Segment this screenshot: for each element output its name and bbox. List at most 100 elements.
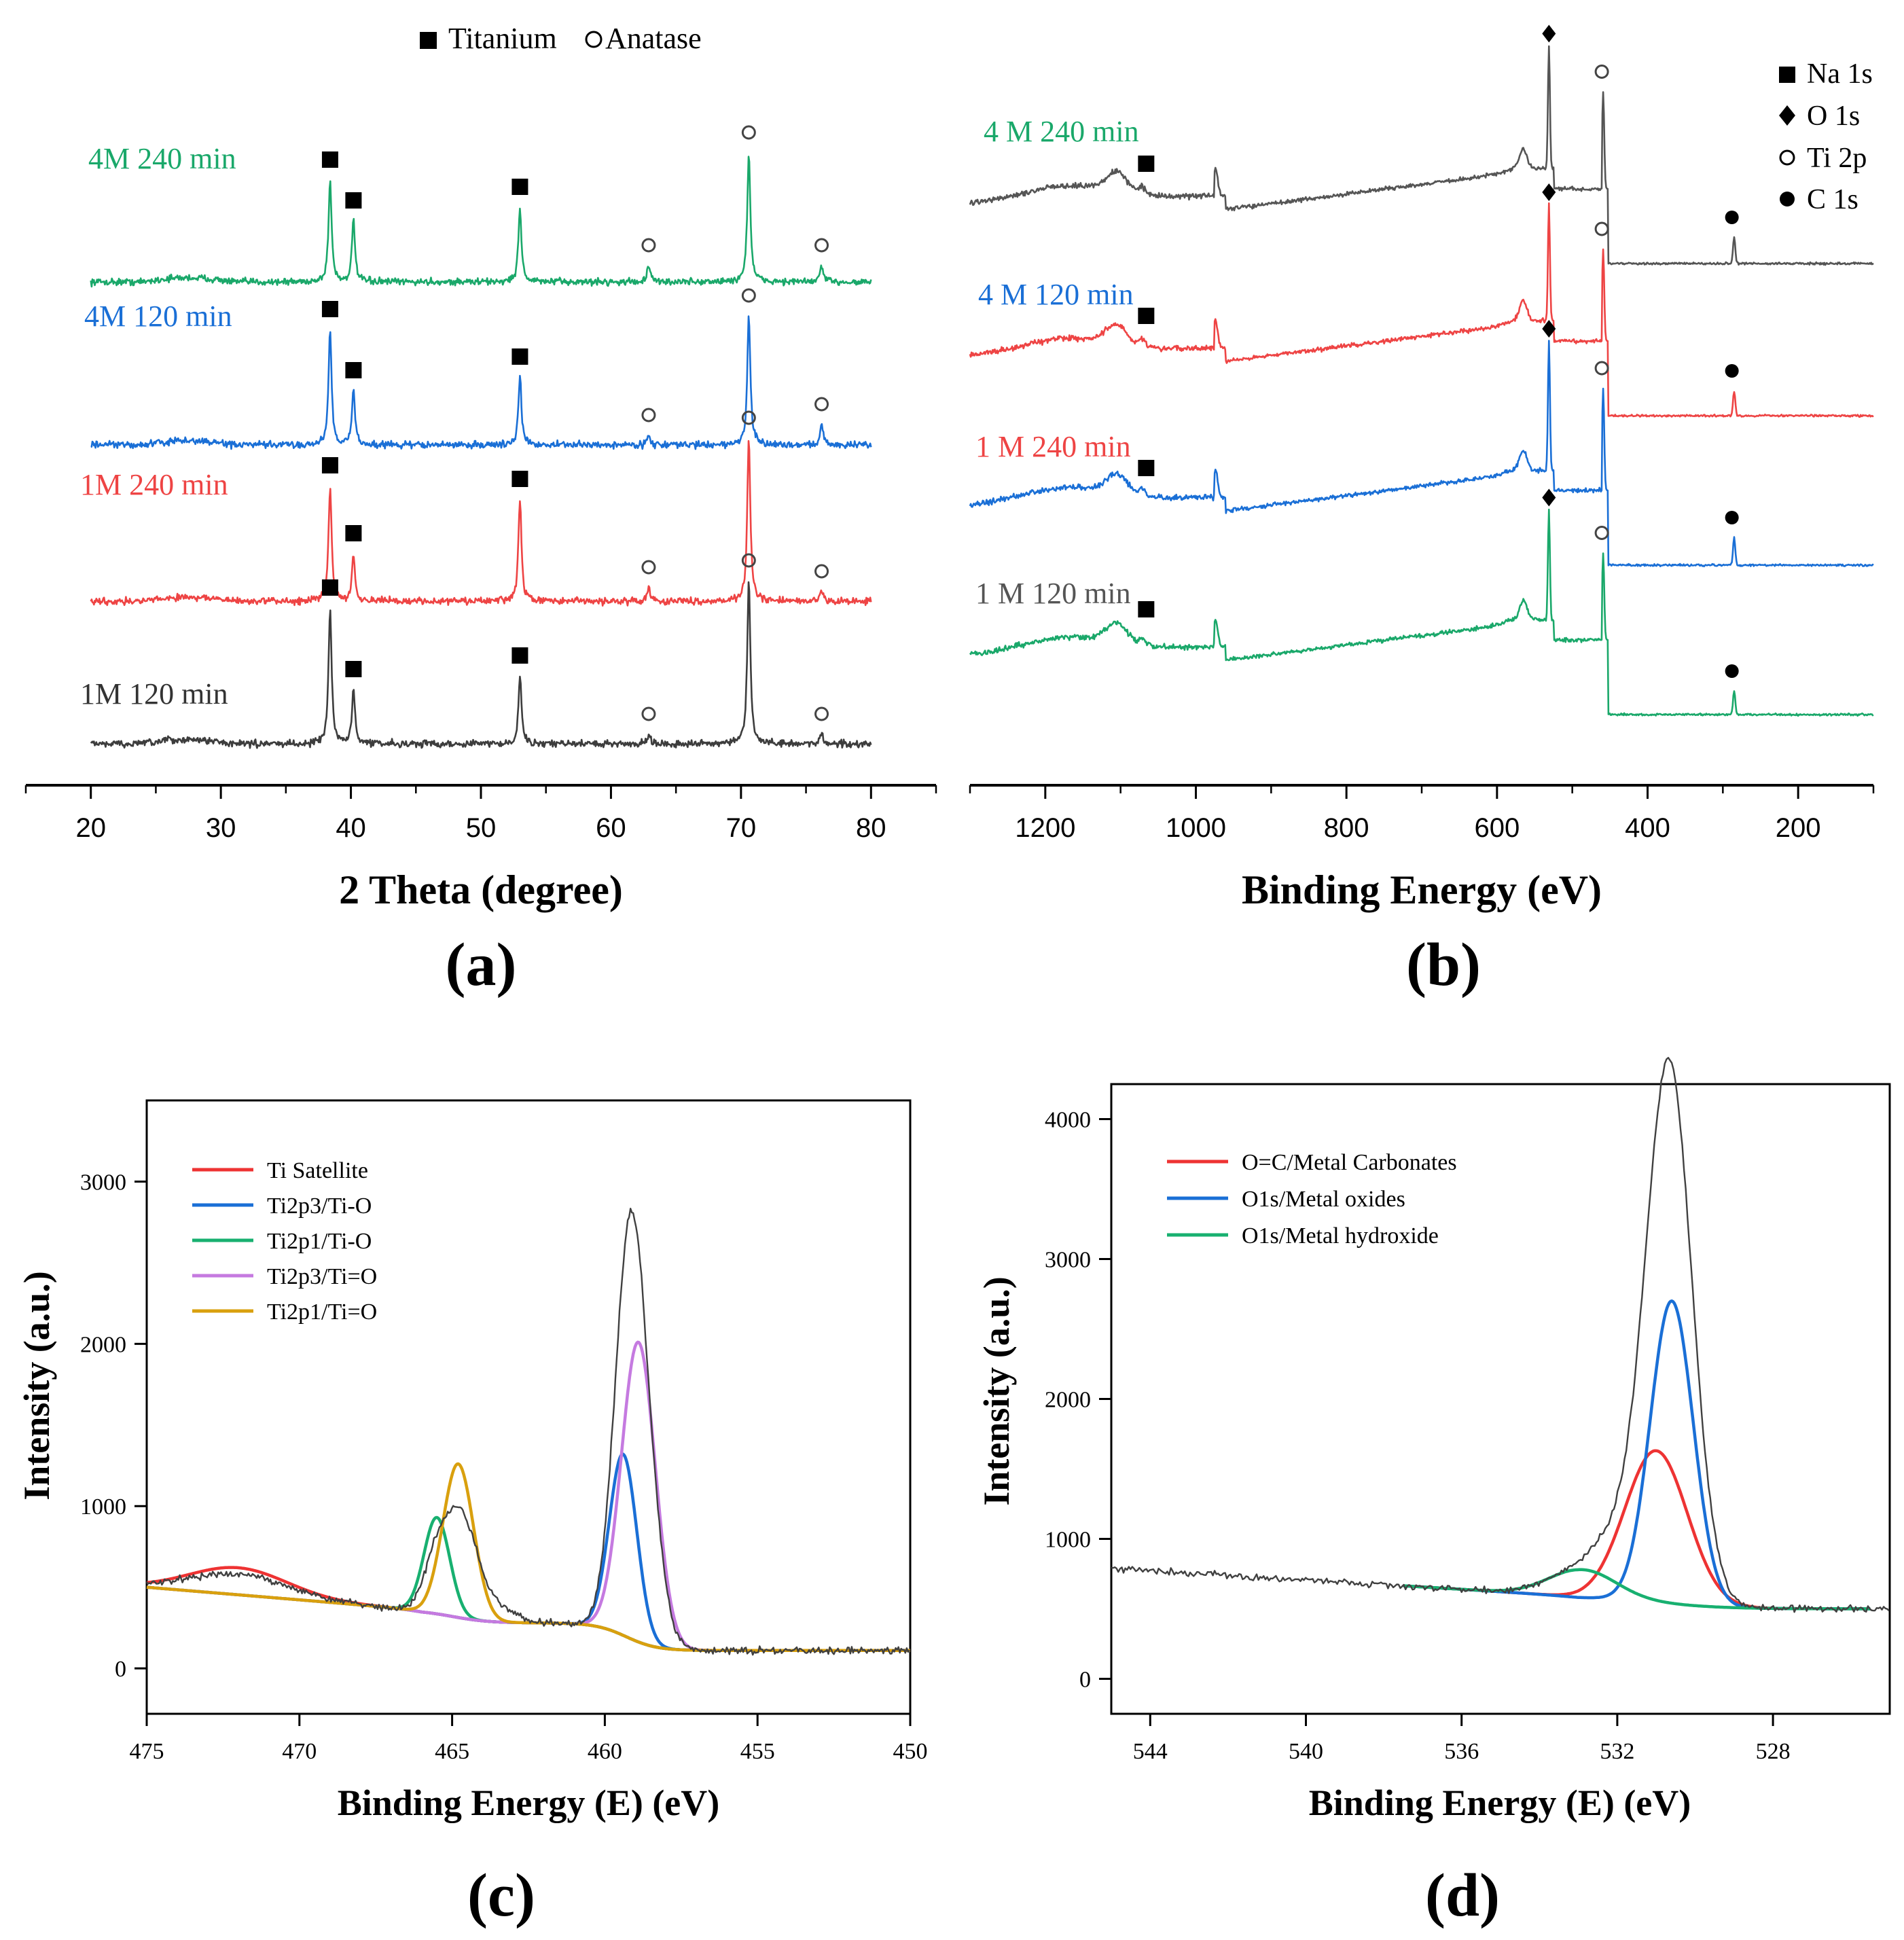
c-ytick-label: 3000 [80, 1170, 126, 1195]
panel-b-series-2 [969, 202, 1874, 418]
anatase-peak-marker [741, 125, 756, 140]
panel-b-xtick-label: 1000 [1166, 813, 1226, 843]
panel-b-xps-survey: 1200 1000 800 600 400 200 Binding Energy (eV)… [969, 24, 1875, 999]
titanium-peak-marker [511, 348, 528, 365]
panel-a-series-label-4m-240: 4M 240 min [88, 142, 236, 175]
c-xtick-label: 470 [282, 1739, 317, 1764]
panel-b-xtick-label: 400 [1625, 813, 1670, 843]
titanium-peak-marker [321, 457, 338, 473]
d-xtick-label: 536 [1444, 1739, 1479, 1764]
anatase-peak-marker [741, 288, 756, 303]
panel-a-series-label-1m-120: 1M 120 min [80, 677, 228, 711]
anatase-peak-marker [814, 564, 829, 579]
anatase-peak-marker [814, 706, 829, 721]
ti2p-peak-marker [1594, 361, 1609, 376]
titanium-peak-marker [345, 192, 362, 209]
panel-d-xlabel: Binding Energy (E) (eV) [1309, 1782, 1691, 1823]
panel-b-series-label-4m-240: 4 M 240 min [984, 115, 1139, 148]
panel-a-series-label-4m-120: 4M 120 min [84, 300, 232, 333]
panel-c-xlabel: Binding Energy (E) (eV) [338, 1782, 720, 1823]
panel-c-ti2p-fit: 475 470 465 460 455 450 0 1000 2000 3000 Ti Satel… [16, 1099, 928, 1929]
c1s-peak-marker [1725, 511, 1739, 524]
panel-d-label: (d) [1425, 1862, 1500, 1929]
c1s-peak-marker [1725, 664, 1739, 678]
panel-a-xtick-label: 60 [596, 813, 626, 843]
d-legend-label: O=C/Metal Carbonates [1242, 1150, 1457, 1175]
c-xtick-label: 460 [588, 1739, 622, 1764]
panel-d-ylabel: Intensity (a.u.) [976, 1276, 1017, 1506]
panel-b-peak-markers [1138, 24, 1739, 678]
panel-d-legend: O=C/Metal Carbonates O1s/Metal oxides O1s/… [1167, 1150, 1457, 1249]
panel-c-ylabel: Intensity (a.u.) [16, 1271, 57, 1501]
panel-a-x-ticks: 20 30 40 50 60 70 80 [24, 785, 937, 843]
o1s-peak-marker [1542, 183, 1556, 201]
panel-b-series-0 [969, 508, 1874, 717]
panel-a-peak-markers [321, 125, 829, 721]
legend-c1s-dot-icon [1780, 192, 1795, 206]
panel-b-series-label-1m-120: 1 M 120 min [975, 577, 1131, 610]
panel-b-xlabel: Binding Energy (eV) [1242, 867, 1602, 912]
c-xtick-label: 455 [740, 1739, 775, 1764]
panel-a-xtick-label: 80 [856, 813, 886, 843]
anatase-peak-marker [641, 408, 656, 423]
panel-b-x-ticks: 1200 1000 800 600 400 200 [969, 785, 1875, 843]
legend-na1s-square-icon [1779, 67, 1795, 83]
panel-b-xtick-label: 600 [1474, 813, 1520, 843]
panel-b-xtick-label: 200 [1776, 813, 1821, 843]
anatase-peak-marker [641, 238, 656, 253]
na1s-peak-marker [1138, 601, 1155, 617]
c-legend-label: Ti Satellite [267, 1158, 368, 1183]
anatase-peak-marker [641, 706, 656, 721]
anatase-peak-marker [814, 397, 829, 412]
panel-a-xtick-label: 40 [336, 813, 366, 843]
panel-c-legend: Ti Satellite Ti2p3/Ti-O Ti2p1/Ti-O Ti2p3/Ti… [192, 1158, 377, 1325]
legend-na1s-label: Na 1s [1807, 58, 1873, 90]
legend-anatase-circle-icon [585, 31, 603, 48]
c1s-peak-marker [1725, 211, 1739, 224]
ti2p-peak-marker [1594, 526, 1609, 540]
d-raw-data [1111, 1057, 1890, 1613]
d-xtick-label: 528 [1756, 1739, 1791, 1764]
panel-a-xtick-label: 30 [206, 813, 236, 843]
titanium-peak-marker [511, 471, 528, 487]
o1s-peak-marker [1542, 24, 1556, 43]
legend-titanium-square-icon [420, 32, 437, 49]
c-component-4 [146, 1462, 910, 1653]
panel-c-label: (c) [467, 1862, 535, 1929]
titanium-peak-marker [321, 301, 338, 317]
panel-a-xrd: 20 30 40 50 60 70 80 2 Theta (degree) (a) Tita… [24, 22, 937, 999]
panel-a-xlabel: 2 Theta (degree) [339, 867, 623, 912]
panel-b-series-label-4m-120: 4 M 120 min [978, 278, 1134, 311]
panel-a-series-label-1m-240: 1M 240 min [80, 468, 228, 501]
panel-a-series-3 [90, 581, 872, 749]
na1s-peak-marker [1138, 308, 1155, 324]
panel-b-series-label-1m-240: 1 M 240 min [975, 430, 1131, 463]
o1s-peak-marker [1542, 488, 1556, 507]
d-xtick-label: 544 [1133, 1739, 1168, 1764]
d-legend-label: O1s/Metal oxides [1242, 1187, 1405, 1212]
titanium-peak-marker [321, 579, 338, 596]
panel-a-series-0 [90, 156, 872, 288]
titanium-peak-marker [511, 179, 528, 195]
c-legend-label: Ti2p1/Ti-O [267, 1229, 372, 1254]
ti2p-peak-marker [1594, 65, 1609, 79]
d-ytick-label: 1000 [1045, 1528, 1091, 1553]
panel-b-curves [969, 45, 1874, 717]
anatase-peak-marker [741, 410, 756, 425]
titanium-peak-marker [321, 151, 338, 168]
d-ytick-label: 4000 [1045, 1108, 1091, 1133]
legend-ti2p-circle-icon [1779, 149, 1795, 166]
c-xtick-label: 465 [435, 1739, 469, 1764]
panel-b-label: (b) [1406, 931, 1481, 999]
panel-c-curves [146, 1208, 910, 1656]
panel-b-series-3 [969, 45, 1874, 266]
c-ytick-label: 0 [115, 1657, 126, 1682]
legend-titanium-label: Titanium [448, 22, 557, 55]
titanium-peak-marker [511, 647, 528, 664]
c-legend-label: Ti2p3/Ti=O [267, 1264, 377, 1289]
panel-a-curves [90, 156, 872, 749]
d-ytick-label: 3000 [1045, 1248, 1091, 1273]
c-ytick-label: 2000 [80, 1332, 126, 1357]
panel-d-ticks: 544 540 536 532 528 0 1000 2000 3000 4000 [1045, 1108, 1791, 1765]
c1s-peak-marker [1725, 364, 1739, 378]
